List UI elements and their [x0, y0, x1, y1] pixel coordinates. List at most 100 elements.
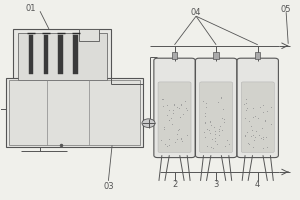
Point [253, 115, 257, 118]
Point [174, 105, 179, 108]
Point [252, 136, 257, 139]
Point [184, 107, 189, 110]
Bar [73, 35, 78, 74]
Point [259, 136, 264, 140]
Point [180, 112, 185, 115]
Point [265, 109, 270, 112]
Point [208, 123, 213, 127]
Point [161, 97, 166, 100]
Point [227, 143, 232, 146]
Point [179, 139, 184, 142]
Point [222, 118, 227, 121]
Bar [29, 35, 34, 74]
Point [219, 96, 224, 99]
Point [249, 125, 254, 128]
Point [165, 113, 170, 117]
FancyBboxPatch shape [200, 82, 232, 152]
Point [251, 116, 256, 119]
Text: 04: 04 [191, 8, 201, 17]
Point [161, 125, 166, 129]
Point [178, 137, 183, 140]
FancyBboxPatch shape [196, 58, 237, 158]
Point [179, 138, 184, 141]
FancyBboxPatch shape [237, 58, 278, 158]
Point [169, 116, 173, 119]
Point [257, 106, 262, 109]
Point [254, 129, 259, 132]
Point [203, 111, 208, 115]
Text: 3: 3 [213, 180, 219, 189]
Point [221, 120, 226, 123]
Point [178, 104, 183, 107]
Point [203, 105, 208, 109]
Point [248, 134, 253, 138]
Point [244, 101, 248, 104]
Point [209, 137, 214, 141]
Point [200, 99, 205, 102]
Text: 4: 4 [255, 180, 260, 189]
Point [245, 141, 250, 145]
Point [208, 132, 212, 135]
Point [204, 144, 209, 147]
Point [215, 100, 220, 104]
Point [219, 128, 224, 131]
Point [205, 127, 210, 131]
Point [263, 136, 268, 139]
Point [252, 139, 256, 142]
Point [172, 102, 176, 105]
Point [225, 139, 230, 142]
Point [219, 97, 224, 100]
Point [177, 116, 182, 119]
Point [175, 133, 179, 136]
Point [213, 140, 218, 143]
Point [202, 131, 206, 134]
Point [220, 107, 225, 111]
Point [250, 146, 255, 149]
Point [242, 102, 247, 105]
Text: 05: 05 [281, 5, 291, 14]
FancyBboxPatch shape [241, 82, 274, 152]
Point [261, 146, 266, 149]
FancyBboxPatch shape [158, 82, 191, 152]
Point [242, 133, 247, 136]
Text: 2: 2 [172, 180, 177, 189]
Point [176, 107, 181, 110]
Point [245, 130, 250, 134]
Point [174, 137, 179, 140]
Point [207, 128, 212, 131]
Point [217, 129, 222, 132]
Point [261, 136, 266, 139]
Point [217, 127, 222, 130]
Point [261, 110, 266, 114]
Point [183, 100, 188, 103]
Point [204, 101, 208, 105]
Point [218, 124, 222, 128]
Point [207, 120, 212, 123]
Point [170, 108, 175, 111]
Point [159, 98, 164, 101]
Point [242, 135, 247, 138]
Point [208, 120, 213, 123]
Point [202, 135, 207, 138]
Point [251, 133, 256, 136]
Bar [6, 78, 142, 147]
Point [250, 129, 254, 132]
Point [208, 146, 213, 149]
Point [247, 142, 252, 145]
Point [212, 133, 217, 136]
Point [178, 102, 183, 106]
Point [162, 127, 167, 130]
Bar [18, 33, 107, 80]
Point [164, 145, 169, 148]
Point [262, 119, 267, 123]
Point [161, 105, 166, 108]
Bar [214, 52, 219, 59]
Point [265, 145, 269, 148]
Point [159, 138, 164, 142]
Bar [44, 35, 48, 74]
Point [211, 125, 216, 128]
Point [169, 123, 174, 126]
Point [170, 111, 175, 115]
Point [167, 143, 172, 146]
Point [172, 140, 177, 143]
